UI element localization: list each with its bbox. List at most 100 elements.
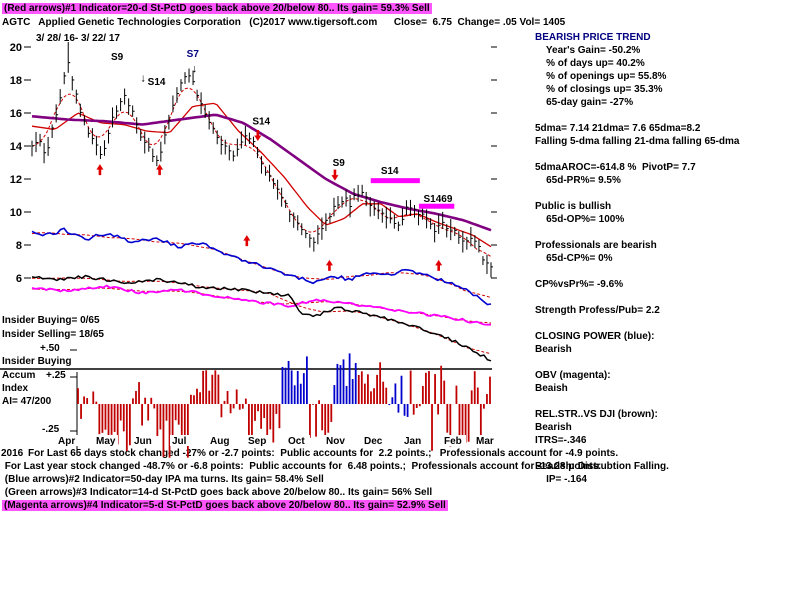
- price-tick-label: 20: [10, 42, 22, 54]
- panel-line: 5dma= 7.14 21dma= 7.6 65dma=8.2: [535, 123, 701, 134]
- signal-label: S14: [381, 166, 399, 177]
- sell-arrow-icon: [331, 169, 339, 181]
- stats-65day-line: For Last 65 days stock changed -27% or -…: [28, 448, 619, 459]
- panel-line: % of openings up= 55.8%: [535, 71, 667, 82]
- price-tick-label: 10: [10, 207, 22, 219]
- panel-line: 65-day gain= -27%: [535, 97, 634, 108]
- month-label: Aug: [210, 436, 229, 447]
- month-label: Mar: [476, 436, 494, 447]
- chart-annotations: S9 S14 S7 S14 S9 S14 S1469 ↓ ↓: [96, 49, 455, 271]
- month-label-backing: [132, 435, 156, 446]
- month-label: Jan: [404, 436, 421, 447]
- magenta-signal-bar: [418, 203, 455, 209]
- month-label-backing: [402, 435, 426, 446]
- panel-line: OBV (magenta):: [535, 370, 611, 381]
- panel-line: Professionals are bearish: [535, 240, 657, 251]
- magenta-arrows-indicator-line: (Magenta arrows)#4 Indicator=5-d St-PctD…: [2, 500, 448, 511]
- panel-line: Strength Profess/Pub= 2.2: [535, 305, 660, 316]
- signal-label: S7: [187, 49, 200, 60]
- panel-line: IP= -.164: [535, 474, 587, 485]
- panel-line: 65d-PR%= 9.5%: [535, 175, 621, 186]
- obv-ma-dotted-line: [31, 287, 492, 324]
- accum-label: Accum: [2, 370, 36, 381]
- price-tick-label: 12: [10, 174, 22, 186]
- panel-line: 65d-OP%= 100%: [535, 214, 625, 225]
- panel-line: Beaish: [535, 383, 568, 394]
- month-label: May: [96, 436, 116, 447]
- buy-arrow-icon: [325, 259, 333, 271]
- panel-line: REL.STR..VS DJI (brown):: [535, 409, 658, 420]
- month-label: Nov: [326, 436, 345, 447]
- insider-buying-label: Insider Buying: [2, 356, 72, 367]
- down-arrow-icon: ↓: [192, 63, 198, 75]
- price-tick-label: 8: [16, 240, 22, 252]
- month-label-backing: [286, 435, 310, 446]
- stats-year-line: For Last year stock changed -48.7% or -6…: [2, 461, 602, 472]
- title-line: AGTC Applied Genetic Technologies Corpor…: [2, 17, 566, 28]
- rs-ma-dotted-line: [32, 277, 492, 355]
- panel-line: Public is bullish: [535, 201, 612, 212]
- buy-arrow-icon: [243, 235, 251, 247]
- month-axis: Apr May Jun Jul Aug Sep Oct Nov Dec Jan Feb Mar: [56, 435, 498, 447]
- panel-line: Bearish: [535, 422, 572, 433]
- month-label-backing: [246, 435, 270, 446]
- month-label-backing: [474, 435, 498, 446]
- ai-level-minus25-label: -.25: [42, 424, 60, 435]
- price-tick-label: 18: [10, 75, 22, 87]
- green-arrows-indicator-line: (Green arrows)#3 Indicator=14-d St-PctD …: [2, 487, 433, 498]
- magenta-arrows-indicator-text: (Magenta arrows)#4 Indicator=5-d St-PctD…: [2, 500, 448, 511]
- panel-line: % of closings up= 35.3%: [535, 84, 663, 95]
- signal-label: S1469: [424, 194, 453, 205]
- panel-line: Bearish: Distrubtion Falling.: [535, 461, 669, 472]
- month-label-backing: [362, 435, 386, 446]
- month-label: Jun: [134, 436, 152, 447]
- date-range-label: 3/ 28/ 16- 3/ 22/ 17: [36, 33, 120, 44]
- blue-arrows-indicator-line: (Blue arrows)#2 Indicator=50-day IPA ma …: [2, 474, 324, 485]
- month-label: Dec: [364, 436, 383, 447]
- signal-label: S14: [252, 117, 270, 128]
- month-label-backing: [94, 435, 118, 446]
- month-label: Jul: [172, 436, 187, 447]
- down-arrow-icon: ↓: [140, 73, 146, 85]
- obv-line: [31, 284, 491, 326]
- price-tick-label: 14: [10, 141, 23, 153]
- buy-arrow-icon: [96, 164, 104, 176]
- panel-line: Falling 5-dma falling 21-dma falling 65-…: [535, 136, 740, 147]
- month-label-backing: [170, 435, 194, 446]
- index-label: Index: [2, 383, 29, 394]
- ai-value-label: AI= 47/200: [2, 396, 52, 407]
- cp-ma-dotted-line: [31, 232, 492, 298]
- sell-arrow-icon: [254, 130, 262, 142]
- signal-label: S9: [333, 158, 346, 169]
- panel-line: 5dmaAROC=-614.8 % PivotP= 7.7: [535, 162, 696, 173]
- insider-selling-count-label: Insider Selling= 18/65: [2, 329, 104, 340]
- magenta-signal-bar: [370, 178, 420, 184]
- signal-banner-text: (Red arrows)#1 Indicator=20-d St-PctD go…: [2, 3, 432, 14]
- ai-level-plus25-label: +.25: [46, 370, 66, 381]
- accum-index-pane: [0, 349, 492, 458]
- panel-line: CP%vsPr%= -9.6%: [535, 279, 624, 290]
- panel-line: 65d-CP%= 0%: [535, 253, 613, 264]
- buy-arrow-icon: [435, 259, 443, 271]
- price-bars: [31, 42, 493, 278]
- signal-banner: (Red arrows)#1 Indicator=20-d St-PctD go…: [2, 3, 432, 14]
- month-label: Sep: [248, 436, 266, 447]
- year-label: 2016: [1, 448, 24, 459]
- month-label: Oct: [288, 436, 305, 447]
- panel-line: CLOSING POWER (blue):: [535, 331, 655, 342]
- signal-label: S9: [111, 52, 124, 63]
- panel-line: Bearish: [535, 344, 572, 355]
- panel-line: ITRS=-.346: [535, 435, 587, 446]
- month-label: Feb: [444, 436, 462, 447]
- insider-buying-count-label: Insider Buying= 0/65: [2, 315, 100, 326]
- analysis-panel: BEARISH PRICE TREND Year's Gain= -50.2% …: [535, 31, 797, 486]
- price-axis: 20 18 16 14 12 10 8 6: [10, 42, 497, 285]
- month-label: Apr: [58, 436, 75, 447]
- panel-header-line: BEARISH PRICE TREND: [535, 32, 651, 43]
- indicator-lines: [31, 87, 492, 362]
- month-label-backing: [56, 435, 80, 446]
- month-label-backing: [208, 435, 232, 446]
- ai-level-plus50-label: +.50: [40, 343, 60, 354]
